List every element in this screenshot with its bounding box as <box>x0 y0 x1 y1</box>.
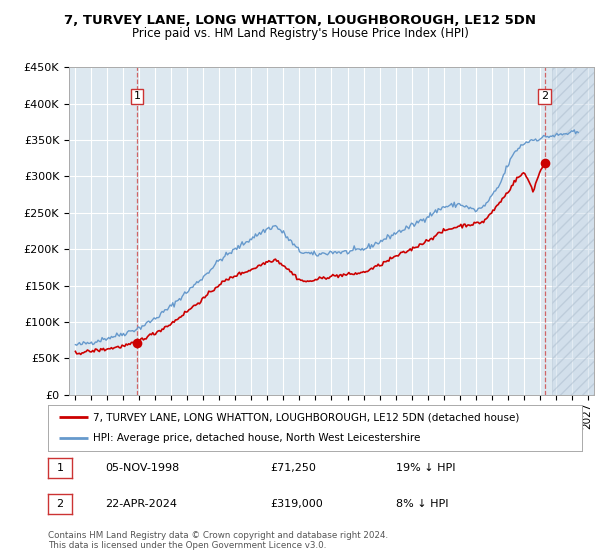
Text: 2: 2 <box>56 499 64 509</box>
Bar <box>551 67 600 395</box>
Text: 1: 1 <box>134 91 140 101</box>
Text: Price paid vs. HM Land Registry's House Price Index (HPI): Price paid vs. HM Land Registry's House … <box>131 27 469 40</box>
Text: 7, TURVEY LANE, LONG WHATTON, LOUGHBOROUGH, LE12 5DN (detached house): 7, TURVEY LANE, LONG WHATTON, LOUGHBOROU… <box>94 412 520 422</box>
Text: 1: 1 <box>56 463 64 473</box>
Text: 2: 2 <box>541 91 548 101</box>
Text: 22-APR-2024: 22-APR-2024 <box>105 499 177 509</box>
Text: 05-NOV-1998: 05-NOV-1998 <box>105 463 179 473</box>
Text: 7, TURVEY LANE, LONG WHATTON, LOUGHBOROUGH, LE12 5DN: 7, TURVEY LANE, LONG WHATTON, LOUGHBOROU… <box>64 14 536 27</box>
Text: £319,000: £319,000 <box>270 499 323 509</box>
Text: 8% ↓ HPI: 8% ↓ HPI <box>396 499 449 509</box>
Text: 19% ↓ HPI: 19% ↓ HPI <box>396 463 455 473</box>
Text: £71,250: £71,250 <box>270 463 316 473</box>
Text: Contains HM Land Registry data © Crown copyright and database right 2024.
This d: Contains HM Land Registry data © Crown c… <box>48 530 388 550</box>
Text: HPI: Average price, detached house, North West Leicestershire: HPI: Average price, detached house, Nort… <box>94 433 421 444</box>
